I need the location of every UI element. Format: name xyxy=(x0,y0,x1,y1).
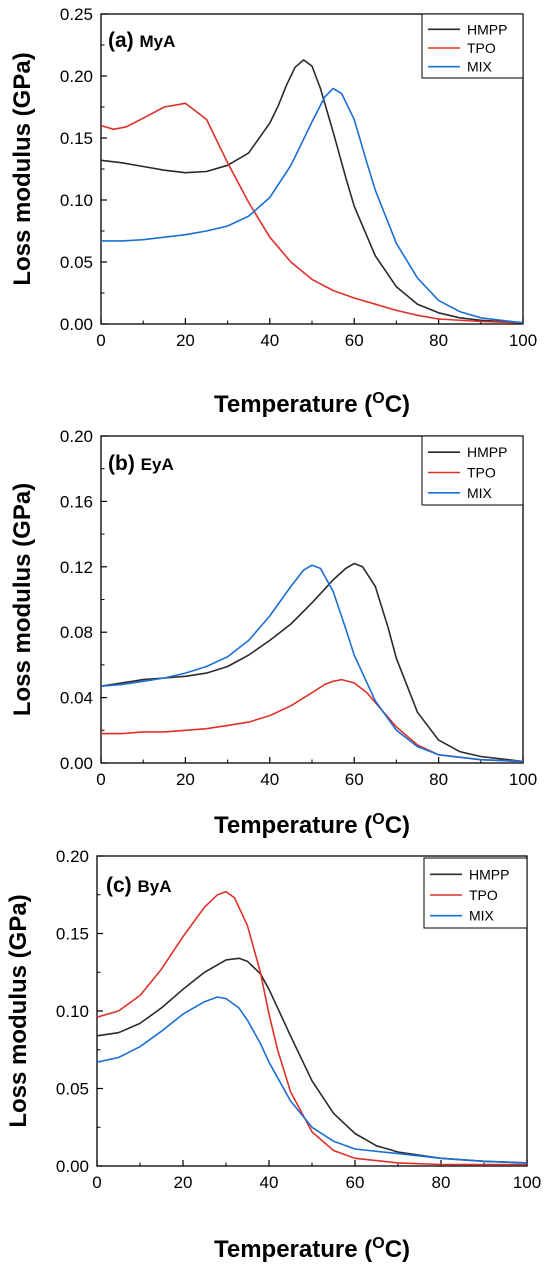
x-axis-title: Temperature (OC) xyxy=(214,1235,410,1263)
x-tick-label: 40 xyxy=(260,1173,279,1192)
x-tick-label: 100 xyxy=(513,1173,541,1192)
series-line-hmpp xyxy=(96,957,528,1164)
x-axis-title-text: Temperature ( xyxy=(214,1236,372,1263)
y-axis-title: Loss modulus (GPa) xyxy=(9,52,36,285)
y-tick-label: 0.10 xyxy=(56,1002,89,1021)
x-tick-label: 20 xyxy=(176,770,195,789)
x-tick-label: 100 xyxy=(509,770,537,789)
y-tick-label: 0.05 xyxy=(60,253,93,272)
y-tick-label: 0.10 xyxy=(60,191,93,210)
series-line-mix xyxy=(100,564,524,763)
x-tick-label: 20 xyxy=(176,331,195,350)
y-tick-label: 0.05 xyxy=(56,1080,89,1099)
series-line-hmpp xyxy=(100,59,524,324)
x-axis-title-unit: C) xyxy=(385,391,410,418)
series-line-mix xyxy=(96,996,528,1164)
x-axis-title: Temperature (OC) xyxy=(214,811,410,839)
x-tick-label: 100 xyxy=(509,331,537,350)
x-tick-label: 60 xyxy=(345,331,364,350)
chart-panel-b: 0 20 40 60 80 100 0.00 0.04 0.08 0.12 0.16 0.20 HMPP… xyxy=(9,427,537,839)
x-tick-label: 80 xyxy=(429,770,448,789)
y-tick-label: 0.00 xyxy=(56,1157,89,1176)
x-tick-label: 60 xyxy=(346,1173,365,1192)
panel-name: EyA xyxy=(141,455,174,474)
x-tick-label: 80 xyxy=(432,1173,451,1192)
y-tick-label: 0.15 xyxy=(60,129,93,148)
y-tick-label: 0.00 xyxy=(60,315,93,334)
series-line-tpo xyxy=(101,678,524,763)
x-tick-label: 0 xyxy=(96,331,105,350)
series-line-tpo xyxy=(96,890,527,1166)
series-line-hmpp xyxy=(100,562,524,763)
x-axis-title: Temperature (OC) xyxy=(214,390,410,418)
legend-label: HMPP xyxy=(467,444,507,460)
x-tick-label: 80 xyxy=(429,331,448,350)
y-tick-label: 0.12 xyxy=(60,558,93,577)
y-axis-title: Loss modulus (GPa) xyxy=(9,483,36,716)
x-axis-title-superscript: O xyxy=(372,1235,384,1252)
x-tick-label: 20 xyxy=(174,1173,193,1192)
legend-label: TPO xyxy=(467,465,496,481)
y-axis-title: Loss modulus (GPa) xyxy=(5,894,32,1127)
series-line-mix xyxy=(101,87,524,324)
legend-label: TPO xyxy=(469,887,498,903)
x-axis-title-unit: C) xyxy=(385,812,410,839)
panel-name: MyA xyxy=(140,32,176,51)
y-tick-label: 0.20 xyxy=(60,427,93,446)
panel-label: (c) ByA xyxy=(106,874,172,897)
chart-panel-c: 0 20 40 60 80 100 0.00 0.05 0.10 0.15 0.20 HMPP TPO M… xyxy=(5,847,541,1263)
panel-name: ByA xyxy=(138,877,172,896)
x-axis-title-superscript: O xyxy=(372,811,384,828)
series-line-tpo xyxy=(100,102,524,324)
y-tick-label: 0.15 xyxy=(56,925,89,944)
y-tick-label: 0.25 xyxy=(60,5,93,24)
x-tick-label: 60 xyxy=(345,770,364,789)
y-tick-label: 0.08 xyxy=(60,623,93,642)
x-axis-title-text: Temperature ( xyxy=(214,812,372,839)
x-tick-label: 40 xyxy=(260,770,279,789)
y-tick-label: 0.20 xyxy=(56,847,89,866)
panel-label: (a) MyA xyxy=(108,29,175,52)
x-axis-title-text: Temperature ( xyxy=(214,391,372,418)
y-tick-label: 0.00 xyxy=(60,754,93,773)
y-tick-label: 0.20 xyxy=(60,67,93,86)
x-tick-label: 0 xyxy=(96,770,105,789)
y-tick-label: 0.04 xyxy=(60,689,93,708)
legend-label: HMPP xyxy=(469,866,509,882)
x-axis-title-unit: C) xyxy=(385,1236,410,1263)
legend-label: HMPP xyxy=(467,21,507,37)
legend-label: TPO xyxy=(467,40,496,56)
y-tick-label: 0.16 xyxy=(60,492,93,511)
x-tick-label: 40 xyxy=(260,331,279,350)
chart-panel-a: 0 20 40 60 80 100 0.00 0.05 0.10 0.15 0.20 0.25 HMPP… xyxy=(9,5,537,418)
x-axis-title-superscript: O xyxy=(372,390,384,407)
legend-label: MIX xyxy=(467,59,493,75)
legend-label: MIX xyxy=(467,485,493,501)
legend-label: MIX xyxy=(469,908,495,924)
panel-label: (b) EyA xyxy=(108,452,174,475)
x-tick-label: 0 xyxy=(92,1173,101,1192)
